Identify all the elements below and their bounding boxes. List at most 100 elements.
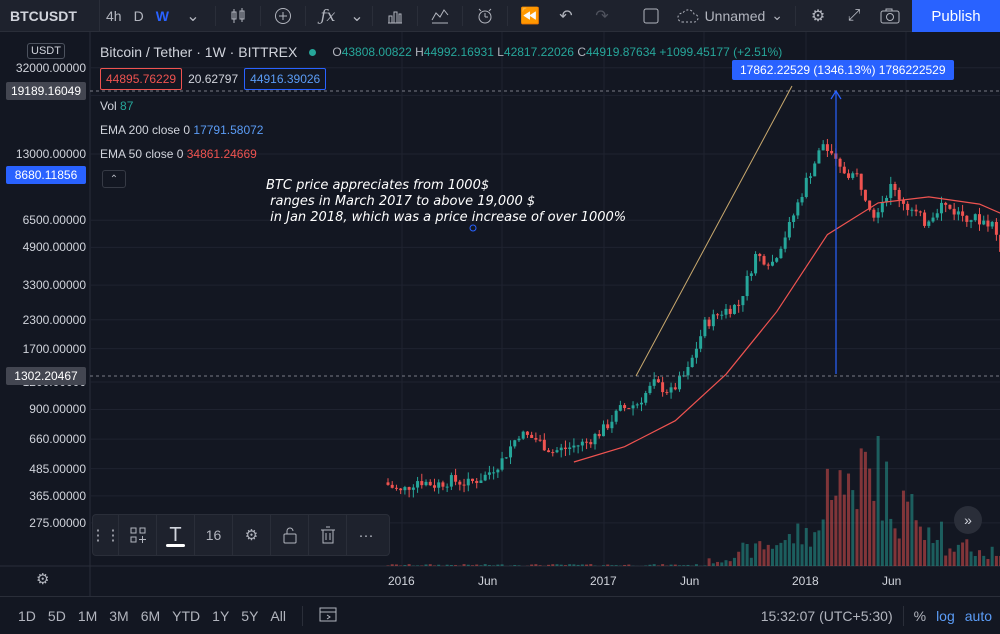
volume-bar: [728, 561, 732, 566]
range-5d[interactable]: 5D: [47, 607, 66, 624]
candle-body: [437, 482, 441, 488]
range-1y[interactable]: 1Y: [212, 607, 230, 624]
volume-bar: [652, 564, 656, 566]
auto-toggle[interactable]: auto: [964, 608, 992, 624]
lock-icon[interactable]: [271, 515, 309, 555]
volume-bar: [678, 565, 682, 566]
range-ytd[interactable]: YTD: [172, 607, 201, 624]
range-all[interactable]: All: [270, 607, 286, 624]
candle-body: [618, 405, 622, 411]
interval-d[interactable]: D: [133, 7, 144, 24]
price-tick-label: 32000.00000: [15, 60, 86, 75]
bottom-toolbar: 1D 5D 1M 3M 6M YTD 1Y 5Y All 15:32:07 (U…: [0, 596, 1000, 634]
volume-bar: [513, 565, 517, 566]
range-5y[interactable]: 5Y: [241, 607, 259, 624]
interval-4h[interactable]: 4h: [106, 7, 122, 24]
divider: [371, 5, 373, 26]
volume-bar: [496, 564, 500, 566]
candle-body: [466, 478, 470, 486]
settings-icon[interactable]: ⚙: [233, 515, 271, 555]
vol-indicator[interactable]: Vol 87: [100, 99, 134, 113]
volume-bar: [868, 468, 872, 566]
chart-title[interactable]: Bitcoin / Tether · 1W · BITTREX: [100, 44, 298, 60]
candle-body: [640, 402, 643, 405]
candles-icon[interactable]: [220, 0, 256, 32]
redo-icon[interactable]: ↷: [595, 7, 609, 25]
trash-icon[interactable]: [309, 515, 347, 555]
gear-icon[interactable]: ⚙: [36, 571, 50, 588]
candle-body: [872, 209, 876, 218]
symbol-search[interactable]: BTCUSDT: [0, 0, 100, 32]
more-icon[interactable]: ···: [358, 526, 374, 544]
price-tag-low: 1302.20467: [6, 367, 86, 385]
volume-bar: [770, 548, 774, 566]
goto-date-icon[interactable]: [313, 606, 343, 625]
volume-bar: [686, 564, 690, 566]
volume-bar: [580, 564, 584, 566]
clock[interactable]: 15:32:07 (UTC+5:30): [760, 608, 893, 624]
range-1d[interactable]: 1D: [18, 607, 36, 624]
volume-bar: [872, 500, 876, 566]
gear-icon[interactable]: ⚙: [810, 7, 826, 25]
range-3m[interactable]: 3M: [109, 607, 129, 624]
replay-icon[interactable]: ⏪: [519, 7, 540, 25]
price-tag-last: 8680.11856: [6, 166, 86, 184]
cloud-icon: [677, 8, 699, 22]
square-icon[interactable]: [633, 0, 669, 32]
collapse-legend-button[interactable]: ⌃: [102, 170, 126, 188]
volume-bar: [948, 548, 952, 566]
fullscreen-icon[interactable]: ⤢: [847, 6, 861, 24]
volume-bar: [606, 564, 610, 566]
candle-body: [711, 314, 715, 327]
range-1m[interactable]: 1M: [77, 607, 98, 624]
volume-bar: [910, 494, 914, 566]
chevron-down-icon[interactable]: ⌄: [186, 7, 200, 25]
candle-body: [973, 214, 977, 221]
chart-legend: Bitcoin / Tether · 1W · BITTREX O43808.0…: [100, 44, 782, 60]
add-compare-icon[interactable]: [265, 0, 301, 32]
volume-bar: [956, 544, 960, 566]
publish-button[interactable]: Publish: [912, 0, 1000, 32]
candle-body: [804, 177, 808, 197]
chevron-down-icon[interactable]: ⌄: [350, 7, 364, 25]
volume-bar: [939, 521, 943, 566]
bar-chart-icon[interactable]: [377, 0, 413, 32]
scroll-to-realtime-button[interactable]: »: [954, 506, 982, 534]
text-color-icon[interactable]: T: [157, 515, 195, 555]
candle-body: [918, 211, 922, 213]
undo-icon[interactable]: ↶: [559, 7, 573, 25]
percent-toggle[interactable]: %: [913, 608, 927, 624]
volume-bar: [969, 551, 973, 566]
ema50-indicator[interactable]: EMA 50 close 0 34861.24669: [100, 147, 257, 161]
ema200-indicator[interactable]: EMA 200 close 0 17791.58072: [100, 123, 264, 137]
candle-body: [741, 296, 745, 306]
text-annotation[interactable]: BTC price appreciates from 1000$ ranges …: [266, 178, 627, 225]
fx-icon[interactable]: ƒx: [320, 6, 336, 25]
trend-line[interactable]: [635, 85, 793, 377]
range-6m[interactable]: 6M: [140, 607, 161, 624]
candle-body: [525, 431, 529, 435]
volume-bar: [487, 565, 491, 566]
currency-label[interactable]: USDT: [27, 43, 65, 59]
templates-icon[interactable]: [119, 515, 157, 555]
interval-w[interactable]: W: [155, 7, 169, 24]
indicators-icon[interactable]: [422, 0, 458, 32]
camera-icon[interactable]: [872, 0, 908, 32]
price-tick-label: 1700.00000: [22, 341, 86, 356]
log-toggle[interactable]: log: [936, 608, 955, 624]
volume-bar: [711, 563, 715, 566]
candle-body: [994, 221, 998, 235]
volume-bar: [479, 565, 483, 566]
volume-bar: [838, 470, 842, 566]
sell-price-button[interactable]: 44895.76229: [100, 68, 183, 90]
drag-handle-icon[interactable]: ⋮⋮: [91, 515, 121, 555]
candle-body: [487, 472, 491, 475]
volume-bar: [762, 549, 766, 566]
alert-icon[interactable]: [467, 0, 503, 32]
font-size-button[interactable]: 16: [195, 515, 233, 555]
divider: [304, 5, 306, 26]
layout-menu[interactable]: Unnamed ⌄: [669, 0, 791, 32]
volume-bar: [648, 564, 652, 566]
price-chart[interactable]: [0, 0, 1000, 596]
buy-price-button[interactable]: 44916.39026: [244, 68, 327, 90]
